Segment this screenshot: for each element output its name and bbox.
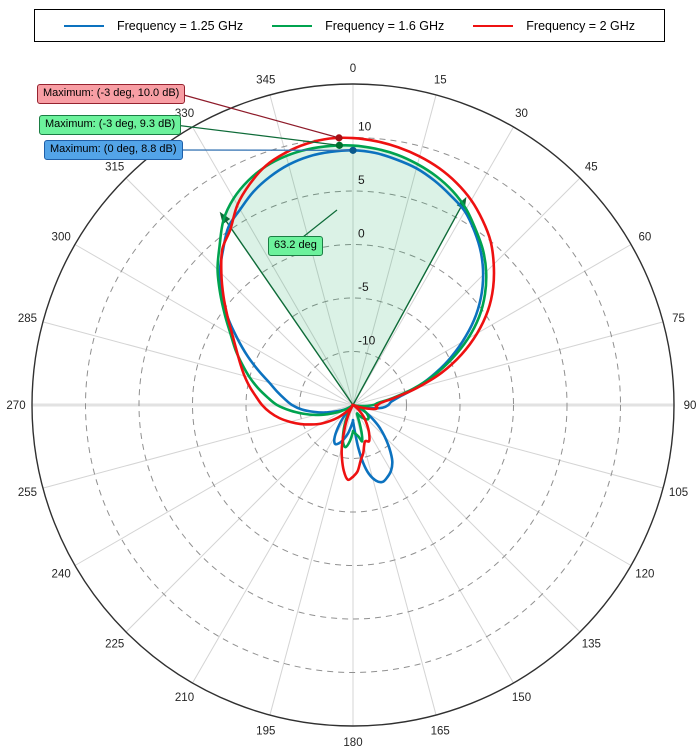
- pattern-curve[interactable]: [216, 144, 488, 449]
- annotation-max-1p6ghz[interactable]: Maximum: (-3 deg, 9.3 dB): [39, 115, 182, 135]
- angle-tick-label: 75: [672, 313, 685, 325]
- angle-tick-label: 45: [585, 162, 598, 174]
- angle-tick-label: 285: [18, 313, 37, 325]
- angle-tick-label: 120: [635, 569, 654, 581]
- maximum-marker[interactable]: [349, 146, 357, 154]
- angle-tick-label: 300: [52, 232, 71, 244]
- angle-tick-label: 180: [343, 737, 362, 749]
- beamwidth-sector: [224, 145, 463, 405]
- angle-tick-label: 60: [638, 232, 651, 244]
- radial-tick-label: 10: [358, 120, 372, 134]
- angle-tick-label: 105: [669, 487, 688, 499]
- legend-item: Frequency = 1.25 GHz: [64, 19, 243, 33]
- angle-tick-label: 225: [105, 638, 124, 650]
- legend-item: Frequency = 1.6 GHz: [272, 19, 444, 33]
- angle-tick-label: 0: [350, 63, 356, 75]
- legend-line-swatch: [272, 24, 313, 27]
- grid-circle: [245, 297, 461, 513]
- angle-tick-label: 255: [18, 487, 37, 499]
- legend-item: Frequency = 2 GHz: [473, 19, 635, 33]
- angle-tick-label: 30: [515, 108, 528, 120]
- radial-tick-label: 0: [358, 227, 365, 241]
- radial-tick-label: -10: [358, 334, 376, 348]
- angle-tick-label: 210: [175, 692, 194, 704]
- grid-circle: [299, 351, 407, 459]
- maximum-marker[interactable]: [335, 134, 343, 142]
- angle-tick-label: 90: [684, 400, 697, 412]
- legend-line-swatch: [64, 24, 104, 27]
- legend-label: Frequency = 1.25 GHz: [117, 18, 244, 33]
- grid-circle: [138, 190, 568, 620]
- legend-line-swatch: [473, 24, 514, 27]
- angle-tick-label: 240: [52, 569, 71, 581]
- beamwidth-edge: [223, 217, 354, 406]
- annotation-leader-line: [302, 209, 338, 238]
- grid-circle: [192, 244, 514, 566]
- maximum-marker[interactable]: [335, 141, 343, 149]
- annotation-max-2ghz[interactable]: Maximum: (-3 deg, 10.0 dB): [37, 84, 186, 104]
- grid-circle: [85, 137, 621, 673]
- beamwidth-edge: [352, 203, 464, 406]
- legend-label: Frequency = 1.6 GHz: [325, 18, 445, 33]
- angle-tick-label: 135: [582, 638, 601, 650]
- angle-tick-label: 165: [431, 726, 450, 738]
- polar-axis-outline: [31, 83, 675, 727]
- annotation-max-1p25ghz[interactable]: Maximum: (0 deg, 8.8 dB): [44, 140, 183, 160]
- legend-label: Frequency = 2 GHz: [526, 18, 635, 33]
- angle-tick-label: 15: [434, 74, 447, 86]
- pattern-curve[interactable]: [219, 136, 496, 482]
- angle-tick-label: 315: [105, 162, 124, 174]
- angle-tick-label: 150: [512, 692, 531, 704]
- annotation-leader-line: [179, 93, 340, 139]
- angle-tick-label: 345: [256, 74, 275, 86]
- annotation-leader-line: [174, 124, 340, 146]
- angle-tick-label: 270: [6, 400, 25, 412]
- radial-tick-label: -5: [358, 280, 369, 294]
- radial-tick-label: 5: [358, 173, 365, 187]
- annotation-beamwidth[interactable]: 63.2 deg: [268, 236, 323, 256]
- angle-tick-label: 195: [256, 726, 275, 738]
- legend: Frequency = 1.25 GHz Frequency = 1.6 GHz F…: [34, 9, 665, 42]
